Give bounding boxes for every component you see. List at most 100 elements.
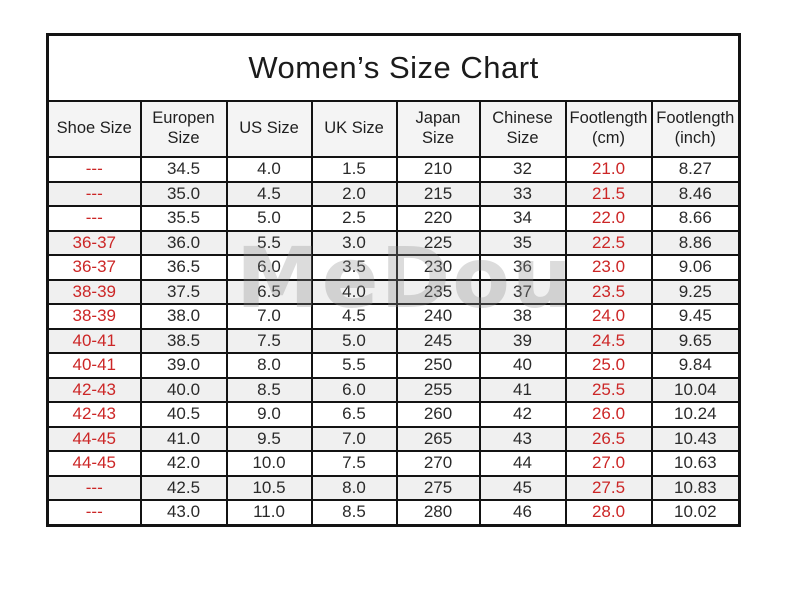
table-cell: 9.0	[225, 401, 313, 428]
table-cell: 35.5	[139, 205, 228, 232]
table-row: 42-43 40.5 9.0 6.5 260 42 26.0 10.24	[46, 401, 741, 428]
header-row: Shoe Size Europen Size US Size UK Size Japan…	[46, 100, 741, 158]
table-row: 36-37 36.0 5.5 3.0 225 35 22.5 8.86	[46, 229, 741, 256]
column-header: Chinese Size	[478, 100, 567, 158]
table-cell: 250	[395, 352, 481, 379]
table-cell: 8.86	[650, 229, 741, 256]
table-cell: 40-41	[46, 352, 142, 379]
table-row: --- 35.5 5.0 2.5 220 34 22.0 8.66	[46, 205, 741, 232]
table-cell: 2.5	[310, 205, 398, 232]
table-cell: 35.0	[139, 180, 228, 207]
table-cell: 40-41	[46, 327, 142, 354]
table-cell: 35	[478, 229, 567, 256]
table-cell: 36-37	[46, 254, 142, 281]
table-cell: 44-45	[46, 425, 142, 452]
table-cell: 260	[395, 401, 481, 428]
table-cell: 8.0	[225, 352, 313, 379]
table-cell: 4.0	[225, 156, 313, 183]
table-cell: 22.0	[564, 205, 653, 232]
table-cell: 27.0	[564, 450, 653, 477]
table-cell: 42.0	[139, 450, 228, 477]
column-header: Japan Size	[395, 100, 481, 158]
table-cell: 34	[478, 205, 567, 232]
table-cell: 9.5	[225, 425, 313, 452]
table-row: 38-39 37.5 6.5 4.0 235 37 23.5 9.25	[46, 278, 741, 305]
table-row: 36-37 36.5 6.0 3.5 230 36 23.0 9.06	[46, 254, 741, 281]
table-cell: 255	[395, 376, 481, 403]
table-cell: 37	[478, 278, 567, 305]
table-cell: 9.45	[650, 303, 741, 330]
table-cell: 33	[478, 180, 567, 207]
table-row: --- 42.5 10.5 8.0 275 45 27.5 10.83	[46, 474, 741, 501]
table-cell: 10.5	[225, 474, 313, 501]
table-cell: 10.02	[650, 499, 741, 526]
column-header: US Size	[225, 100, 313, 158]
table-cell: 43.0	[139, 499, 228, 526]
title-row: Women’s Size Chart	[46, 33, 741, 102]
table-cell: 26.5	[564, 425, 653, 452]
table-row: --- 35.0 4.5 2.0 215 33 21.5 8.46	[46, 180, 741, 207]
table-cell: 235	[395, 278, 481, 305]
table-cell: 40.0	[139, 376, 228, 403]
table-cell: 28.0	[564, 499, 653, 526]
table-cell: 38	[478, 303, 567, 330]
table-cell: 3.0	[310, 229, 398, 256]
column-header: Footlength (cm)	[564, 100, 653, 158]
table-cell: 3.5	[310, 254, 398, 281]
column-header: UK Size	[310, 100, 398, 158]
table-cell: 25.0	[564, 352, 653, 379]
table-row: 38-39 38.0 7.0 4.5 240 38 24.0 9.45	[46, 303, 741, 330]
table-cell: 32	[478, 156, 567, 183]
table-row: --- 43.0 11.0 8.5 280 46 28.0 10.02	[46, 499, 741, 526]
table-cell: ---	[46, 180, 142, 207]
table-cell: 24.5	[564, 327, 653, 354]
table-cell: 8.0	[310, 474, 398, 501]
table-cell: 10.04	[650, 376, 741, 403]
table-cell: 36	[478, 254, 567, 281]
table-row: 40-41 39.0 8.0 5.5 250 40 25.0 9.84	[46, 352, 741, 379]
table-cell: 41	[478, 376, 567, 403]
table-cell: 44-45	[46, 450, 142, 477]
table-cell: 7.0	[310, 425, 398, 452]
table-cell: 9.25	[650, 278, 741, 305]
table-cell: 42	[478, 401, 567, 428]
table-cell: 36.5	[139, 254, 228, 281]
table-cell: 21.0	[564, 156, 653, 183]
size-table-body: --- 34.5 4.0 1.5 210 32 21.0 8.27 --- 35.0 4.5 2.0 2…	[46, 156, 741, 526]
table-cell: 225	[395, 229, 481, 256]
table-cell: 34.5	[139, 156, 228, 183]
page-title: Women’s Size Chart	[46, 33, 741, 102]
table-cell: 270	[395, 450, 481, 477]
table-row: --- 34.5 4.0 1.5 210 32 21.0 8.27	[46, 156, 741, 183]
table-cell: 220	[395, 205, 481, 232]
table-cell: 8.27	[650, 156, 741, 183]
table-cell: 4.0	[310, 278, 398, 305]
table-cell: 42.5	[139, 474, 228, 501]
table-cell: ---	[46, 474, 142, 501]
table-cell: 4.5	[225, 180, 313, 207]
table-cell: 8.5	[225, 376, 313, 403]
table-cell: 2.0	[310, 180, 398, 207]
table-cell: 7.0	[225, 303, 313, 330]
table-cell: 23.0	[564, 254, 653, 281]
table-cell: 27.5	[564, 474, 653, 501]
table-cell: 39.0	[139, 352, 228, 379]
column-header: Shoe Size	[46, 100, 142, 158]
table-cell: 5.5	[225, 229, 313, 256]
table-cell: 9.84	[650, 352, 741, 379]
table-cell: 21.5	[564, 180, 653, 207]
table-cell: 10.43	[650, 425, 741, 452]
table-cell: 43	[478, 425, 567, 452]
table-cell: 36-37	[46, 229, 142, 256]
table-cell: 40	[478, 352, 567, 379]
table-cell: 39	[478, 327, 567, 354]
table-cell: 42-43	[46, 401, 142, 428]
table-cell: 8.66	[650, 205, 741, 232]
table-cell: 5.5	[310, 352, 398, 379]
table-cell: 275	[395, 474, 481, 501]
table-cell: 8.46	[650, 180, 741, 207]
size-chart-container: Women’s Size Chart Shoe Size Europen Size…	[46, 33, 742, 527]
table-cell: 245	[395, 327, 481, 354]
table-cell: 9.06	[650, 254, 741, 281]
table-cell: 215	[395, 180, 481, 207]
